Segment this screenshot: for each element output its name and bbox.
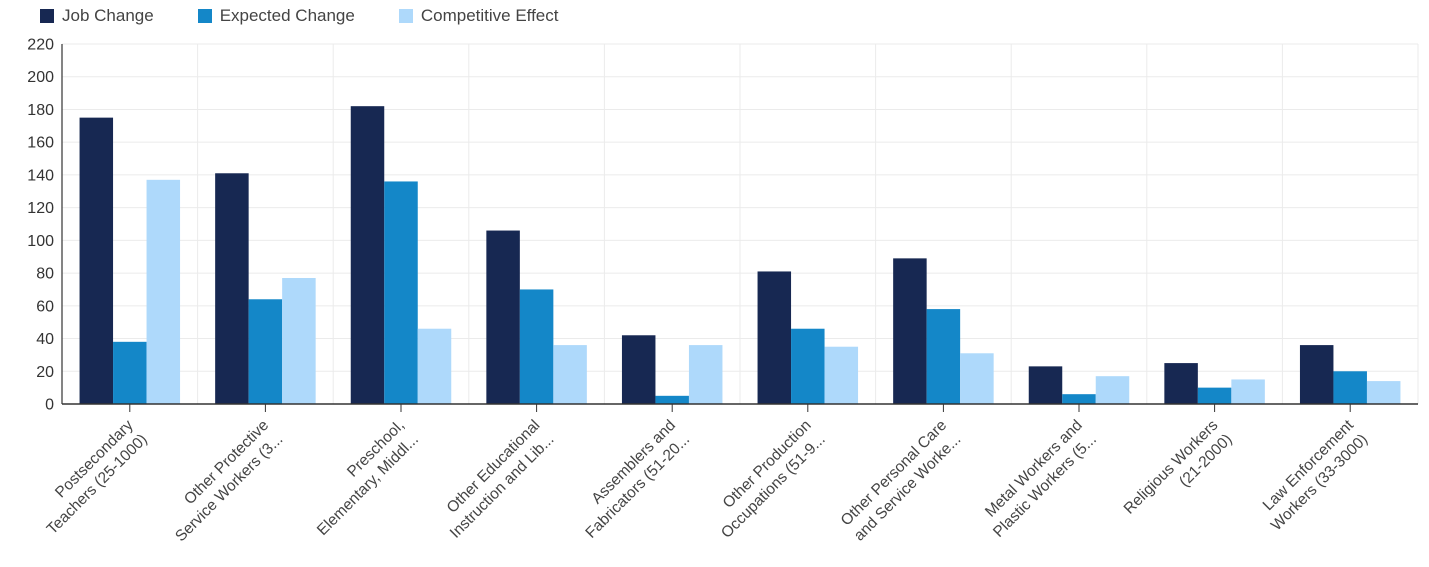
x-tick-label: Religious Workers(21-2000): [1121, 417, 1236, 532]
bar-competitive-effect[interactable]: [1095, 376, 1130, 404]
bar-job-change[interactable]: [350, 106, 385, 404]
y-axis: 0 20 40 60 80 100 120 140 160 180 200 220: [27, 37, 63, 414]
y-tick-label: 0: [45, 397, 54, 414]
bar-job-change[interactable]: [1299, 345, 1334, 404]
y-tick-label: 80: [36, 266, 54, 283]
bar-competitive-effect[interactable]: [282, 278, 316, 404]
bar-expected-change[interactable]: [1197, 387, 1232, 404]
x-tick-label: Preschool,Elementary, Middl...: [300, 417, 422, 539]
bar-job-change[interactable]: [79, 117, 114, 405]
bar-expected-change[interactable]: [384, 181, 418, 404]
x-tick-label: Other ProtectiveService Workers (3...: [158, 417, 286, 545]
bar-job-change[interactable]: [1164, 363, 1198, 404]
legend-item-job-change[interactable]: Job Change: [40, 6, 154, 26]
x-tick-label: Other ProductionOccupations (51-9...: [704, 417, 829, 542]
legend-item-competitive-effect[interactable]: Competitive Effect: [398, 6, 559, 26]
bar-expected-change[interactable]: [519, 289, 554, 404]
legend: Job Change Expected Change Competitive E…: [40, 6, 602, 26]
bar-job-change[interactable]: [757, 271, 792, 404]
legend-label: Job Change: [62, 6, 154, 25]
bar-expected-change[interactable]: [791, 328, 825, 404]
bar-expected-change[interactable]: [248, 299, 283, 404]
bar-expected-change[interactable]: [113, 341, 147, 404]
legend-swatch: [398, 9, 413, 23]
y-tick-label: 120: [27, 200, 54, 217]
bar-job-change[interactable]: [893, 258, 927, 404]
y-tick-label: 40: [36, 331, 54, 348]
y-tick-label: 160: [27, 135, 54, 152]
bars: [79, 106, 1401, 405]
legend-swatch: [197, 9, 212, 23]
bar-job-change[interactable]: [486, 230, 520, 404]
y-tick-label: 20: [36, 364, 54, 381]
bar-expected-change[interactable]: [1062, 394, 1096, 404]
bar-expected-change[interactable]: [1333, 371, 1367, 404]
bar-job-change[interactable]: [621, 335, 656, 404]
x-tick-label: PostsecondaryTeachers (25-1000): [30, 417, 151, 538]
y-tick-label: 200: [27, 69, 54, 86]
legend-item-expected-change[interactable]: Expected Change: [197, 6, 355, 26]
y-tick-label: 140: [27, 167, 54, 184]
x-tick-label: Other EducationalInstruction and Lib...: [433, 417, 558, 542]
legend-swatch: [40, 9, 54, 23]
y-tick-label: 220: [27, 37, 54, 54]
bar-expected-change[interactable]: [655, 395, 689, 404]
x-tick-label: Other Personal Careand Service Worke...: [837, 417, 965, 545]
bar-job-change[interactable]: [1028, 366, 1063, 404]
x-tick-label: Metal Workers andPlastic Workers (5...: [976, 417, 1100, 541]
bar-competitive-effect[interactable]: [553, 345, 587, 404]
legend-label: Expected Change: [219, 6, 355, 25]
legend-label: Competitive Effect: [420, 6, 559, 25]
bar-competitive-effect[interactable]: [417, 328, 452, 404]
x-tick-label: Assemblers andFabricators (51-20...: [568, 417, 693, 542]
bar-competitive-effect[interactable]: [146, 179, 181, 404]
bar-competitive-effect[interactable]: [960, 353, 994, 404]
bar-competitive-effect[interactable]: [688, 345, 723, 404]
bar-competitive-effect[interactable]: [1366, 381, 1401, 404]
y-tick-label: 60: [36, 298, 54, 315]
bar-competitive-effect[interactable]: [824, 346, 859, 404]
y-tick-label: 180: [27, 102, 54, 119]
bar-competitive-effect[interactable]: [1231, 379, 1265, 404]
y-tick-label: 100: [27, 233, 54, 250]
bar-expected-change[interactable]: [926, 309, 961, 404]
bar-job-change[interactable]: [215, 173, 249, 404]
x-axis: PostsecondaryTeachers (25-1000) Other Pro…: [30, 403, 1418, 545]
x-tick-label: Law EnforcementWorkers (33-3000): [1254, 416, 1372, 534]
